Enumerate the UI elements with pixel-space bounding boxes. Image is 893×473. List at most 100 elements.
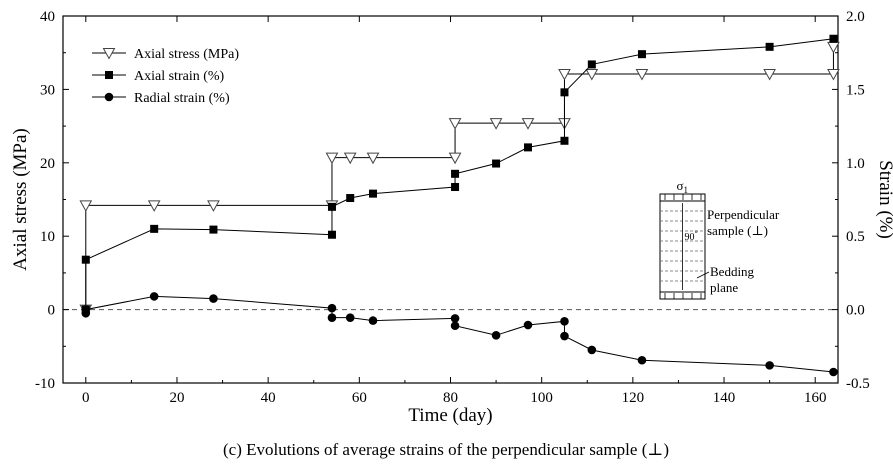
y-right-axis-title: Strain (%) [875, 160, 893, 239]
x-tick-label: 120 [622, 390, 645, 406]
axial-stress-marker [448, 118, 462, 130]
axial-strain-marker [765, 42, 774, 51]
axial-stress-marker [489, 118, 503, 130]
y-right-tick-label: 0.5 [846, 229, 865, 245]
legend-label: Axial strain (%) [134, 69, 225, 84]
series-0 [79, 41, 840, 317]
y-left-tick-label: 10 [40, 229, 55, 245]
y-left-tick-label: 30 [40, 82, 55, 98]
legend-label: Axial stress (MPa) [134, 47, 239, 62]
radial-strain-marker [149, 292, 159, 301]
y-right-tick-label: -0.5 [846, 376, 870, 392]
radial-strain-marker [560, 317, 569, 326]
radial-strain-marker [765, 361, 774, 370]
axial-stress-marker [325, 152, 339, 165]
axial-strain-marker [81, 255, 90, 264]
bedding-pointer [696, 271, 710, 279]
axial-strain-marker [369, 189, 377, 198]
radial-strain-marker [104, 92, 114, 102]
bottom-platen [659, 291, 706, 300]
axial-strain-marker [209, 225, 218, 234]
axial-stress-marker [558, 68, 571, 81]
axial-strain-marker [560, 88, 569, 97]
x-axis-title: Time (day) [408, 405, 492, 426]
radial-strain-marker [209, 294, 218, 303]
angle-degree: ° [695, 229, 698, 238]
axial-strain-marker [492, 159, 501, 168]
y-right-tick-label: 0.0 [846, 303, 865, 319]
y-left-tick-label: 20 [40, 156, 55, 172]
sigma-symbol: σ [677, 178, 684, 193]
top-platen [659, 193, 706, 202]
x-tick-label: 100 [530, 390, 553, 406]
axial-strain-marker [346, 194, 355, 203]
axial-stress-marker [147, 200, 161, 212]
y-left-axis-title: Axial stress (MPa) [10, 128, 31, 270]
axial-stress-marker [207, 200, 220, 212]
figure-caption: (c) Evolutions of average strains of the… [223, 440, 669, 459]
radial-strain-marker [829, 367, 838, 377]
label-sample: sample (⊥) [707, 223, 768, 238]
axial-strain-marker [327, 202, 336, 211]
label-bedding: Bedding [710, 264, 755, 279]
axial-strain-marker [524, 143, 532, 152]
label-perpendicular: Perpendicular [707, 207, 780, 222]
y-left-tick-label: 40 [40, 9, 55, 25]
y-right-tick-label: 2.0 [846, 9, 865, 25]
axial-strain-marker [150, 224, 159, 233]
axial-stress-marker [827, 41, 840, 54]
y-left-tick-label: -10 [35, 376, 55, 392]
x-tick-label: 160 [804, 390, 827, 406]
axial-stress-marker [635, 68, 649, 81]
radial-strain-marker [81, 305, 91, 314]
x-tick-label: 80 [443, 390, 458, 406]
angle-label: 90° [685, 229, 698, 243]
radial-strain-marker [523, 320, 533, 330]
y-left-tick-label: 0 [48, 303, 56, 319]
radial-strain-marker [450, 314, 460, 323]
radial-strain-marker [587, 345, 597, 355]
axial-stress-marker [448, 152, 462, 165]
series-line [85, 295, 834, 373]
axial-strain-marker [327, 230, 336, 239]
axial-stress-marker [343, 152, 357, 165]
sigma-label: σ1 [677, 178, 689, 195]
y-right-tick-label: 1.0 [846, 156, 865, 172]
axial-strain-marker [829, 34, 838, 43]
radial-strain-marker [637, 355, 647, 365]
radial-strain-marker [491, 330, 501, 340]
series-line [85, 38, 834, 310]
angle-value: 90 [685, 232, 695, 243]
radial-strain-marker [327, 313, 337, 322]
radial-strain-marker [450, 321, 460, 331]
axial-stress-marker [763, 68, 776, 81]
axial-stress-marker [102, 48, 116, 60]
radial-strain-marker [327, 303, 337, 313]
axial-stress-marker [585, 68, 599, 81]
x-tick-label: 60 [352, 390, 367, 406]
label-plane: plane [710, 280, 738, 295]
axial-stress-marker [366, 152, 380, 165]
legend-label: Radial strain (%) [134, 91, 230, 106]
axial-strain-marker [451, 183, 460, 192]
series-1 [81, 34, 838, 314]
axial-stress-marker [521, 118, 535, 130]
series-2 [81, 292, 838, 377]
axial-strain-marker [637, 50, 646, 59]
x-tick-label: 40 [261, 390, 276, 406]
x-tick-label: 140 [713, 390, 736, 406]
axial-strain-marker [587, 60, 596, 69]
axial-strain-marker [451, 169, 460, 178]
axial-strain-marker [105, 71, 113, 79]
radial-strain-marker [345, 313, 355, 322]
axial-strain-marker [560, 136, 569, 145]
x-tick-label: 20 [169, 390, 184, 406]
axial-stress-marker [827, 68, 840, 81]
axial-stress-marker [79, 200, 93, 212]
y-right-tick-label: 1.5 [846, 82, 865, 98]
x-tick-label: 0 [82, 390, 90, 406]
sigma-subscript: 1 [684, 185, 689, 195]
radial-strain-marker [368, 316, 378, 325]
